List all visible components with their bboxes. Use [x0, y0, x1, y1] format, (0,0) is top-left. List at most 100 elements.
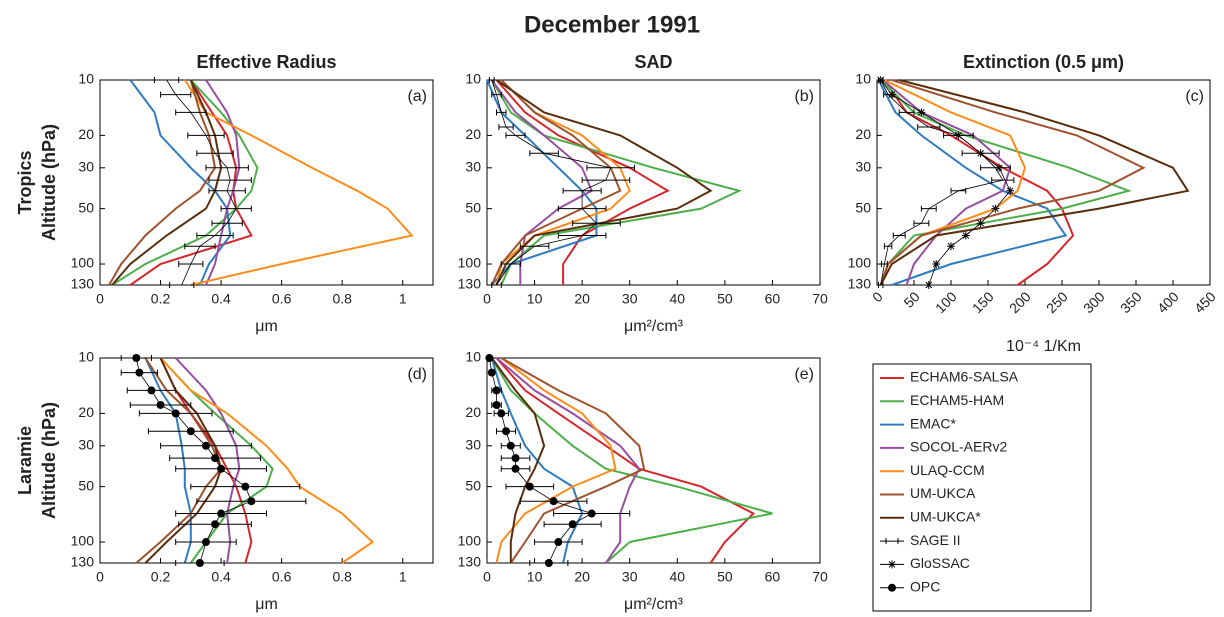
error-bar — [581, 177, 631, 184]
model-line — [129, 79, 232, 286]
error-bar — [557, 205, 607, 212]
obs-marker — [135, 368, 144, 377]
error-bar — [505, 132, 526, 139]
model-line — [108, 79, 217, 286]
x-tick-label: 0.4 — [211, 291, 231, 307]
y-tick-label: 10 — [465, 349, 481, 365]
legend-swatch — [885, 538, 899, 545]
model-line — [495, 357, 617, 564]
y-tick-label: 30 — [78, 437, 94, 453]
model-line — [129, 79, 253, 286]
error-bar — [991, 177, 1015, 184]
y-tick-label: 20 — [78, 126, 94, 142]
panel-label: (c) — [1185, 88, 1204, 105]
x-tick-label: 20 — [574, 291, 590, 307]
model-line — [490, 79, 622, 286]
y-tick-label: 20 — [855, 126, 871, 142]
obs-marker — [976, 149, 985, 158]
y-tick-label: 50 — [465, 477, 481, 493]
error-bar — [500, 261, 521, 268]
model-line — [495, 79, 713, 286]
row-label: Laramie — [15, 426, 35, 495]
x-tick-label: 0.6 — [272, 569, 292, 585]
obs-marker — [502, 427, 511, 436]
error-bar — [572, 220, 621, 227]
x-tick-label: 0 — [96, 569, 104, 585]
x-tick-label: 200 — [1006, 288, 1034, 316]
panel-title: Extinction (0.5 μm) — [963, 52, 1124, 72]
y-tick-label: 130 — [458, 554, 482, 570]
model-line — [174, 357, 241, 564]
model-line — [882, 79, 1012, 286]
obs-marker — [186, 427, 195, 436]
x-tick-label: 40 — [669, 569, 685, 585]
y-tick-label: 100 — [458, 533, 482, 549]
y-tick-label: 130 — [848, 276, 872, 292]
model-line — [490, 357, 546, 563]
obs-marker — [947, 242, 955, 251]
error-bar — [898, 109, 915, 116]
obs-marker — [961, 231, 970, 240]
x-tick-label: 0.8 — [332, 291, 352, 307]
x-tick-label: 60 — [765, 291, 781, 307]
legend-label: EMAC* — [910, 415, 956, 431]
obs-line — [166, 79, 237, 286]
error-bar — [529, 150, 559, 157]
y-tick-label: 20 — [465, 404, 481, 420]
panel-title: SAD — [634, 52, 672, 72]
y-tick-label: 10 — [465, 71, 481, 87]
y-tick-label: 10 — [855, 71, 871, 87]
obs-marker — [568, 520, 577, 529]
x-tick-label: 60 — [765, 569, 781, 585]
x-tick-label: 70 — [812, 569, 828, 585]
model-line — [111, 79, 259, 286]
error-bar — [153, 77, 180, 83]
plot-frame — [486, 357, 821, 564]
model-line — [495, 79, 631, 286]
obs-marker — [487, 368, 496, 377]
error-bar — [196, 232, 234, 239]
x-tick-label: 0.8 — [332, 569, 352, 585]
y-tick-label: 100 — [848, 255, 872, 271]
x-tick-label: 10 — [527, 569, 543, 585]
legend-label: SOCOL-AERv2 — [910, 439, 1007, 455]
y-axis-label: Altitude (hPa) — [39, 402, 59, 519]
plot-frame — [486, 79, 821, 286]
x-tick-label: 0.2 — [151, 291, 171, 307]
obs-marker — [511, 464, 520, 473]
y-tick-label: 30 — [465, 159, 481, 175]
error-bar — [880, 261, 888, 268]
y-tick-label: 100 — [458, 255, 482, 271]
model-line — [495, 357, 756, 564]
legend-label: GloSSAC — [910, 555, 970, 571]
y-tick-label: 10 — [78, 349, 94, 365]
plot-frame — [99, 79, 434, 286]
obs-marker — [195, 559, 204, 567]
y-tick-label: 10 — [78, 71, 94, 87]
obs-marker — [511, 454, 520, 463]
panel-label: (e) — [794, 366, 814, 383]
obs-marker — [217, 509, 226, 518]
legend-label: ECHAM5-HAM — [910, 392, 1004, 408]
x-axis-label: μm²/cm³ — [624, 596, 684, 613]
obs-marker — [924, 281, 933, 289]
x-tick-label: 0.2 — [151, 569, 171, 585]
error-bar — [491, 282, 502, 288]
x-tick-label: 250 — [1043, 288, 1071, 316]
legend-label: ULAQ-CCM — [910, 462, 985, 478]
error-bar — [586, 164, 635, 171]
y-tick-label: 50 — [78, 477, 94, 493]
x-tick-label: 0.4 — [211, 569, 231, 585]
obs-marker — [211, 520, 220, 529]
error-bar — [498, 123, 514, 130]
x-axis-label: 10⁻⁴ 1/Km — [1006, 338, 1081, 355]
x-tick-label: 0 — [869, 288, 886, 305]
model-line — [879, 79, 1132, 286]
legend-label: ECHAM6-SALSA — [910, 369, 1019, 385]
error-bar — [913, 220, 930, 227]
obs-marker — [1006, 186, 1015, 195]
x-tick-label: 1 — [399, 569, 407, 585]
model-line — [159, 357, 274, 564]
obs-marker — [492, 386, 501, 395]
obs-marker — [217, 464, 226, 473]
